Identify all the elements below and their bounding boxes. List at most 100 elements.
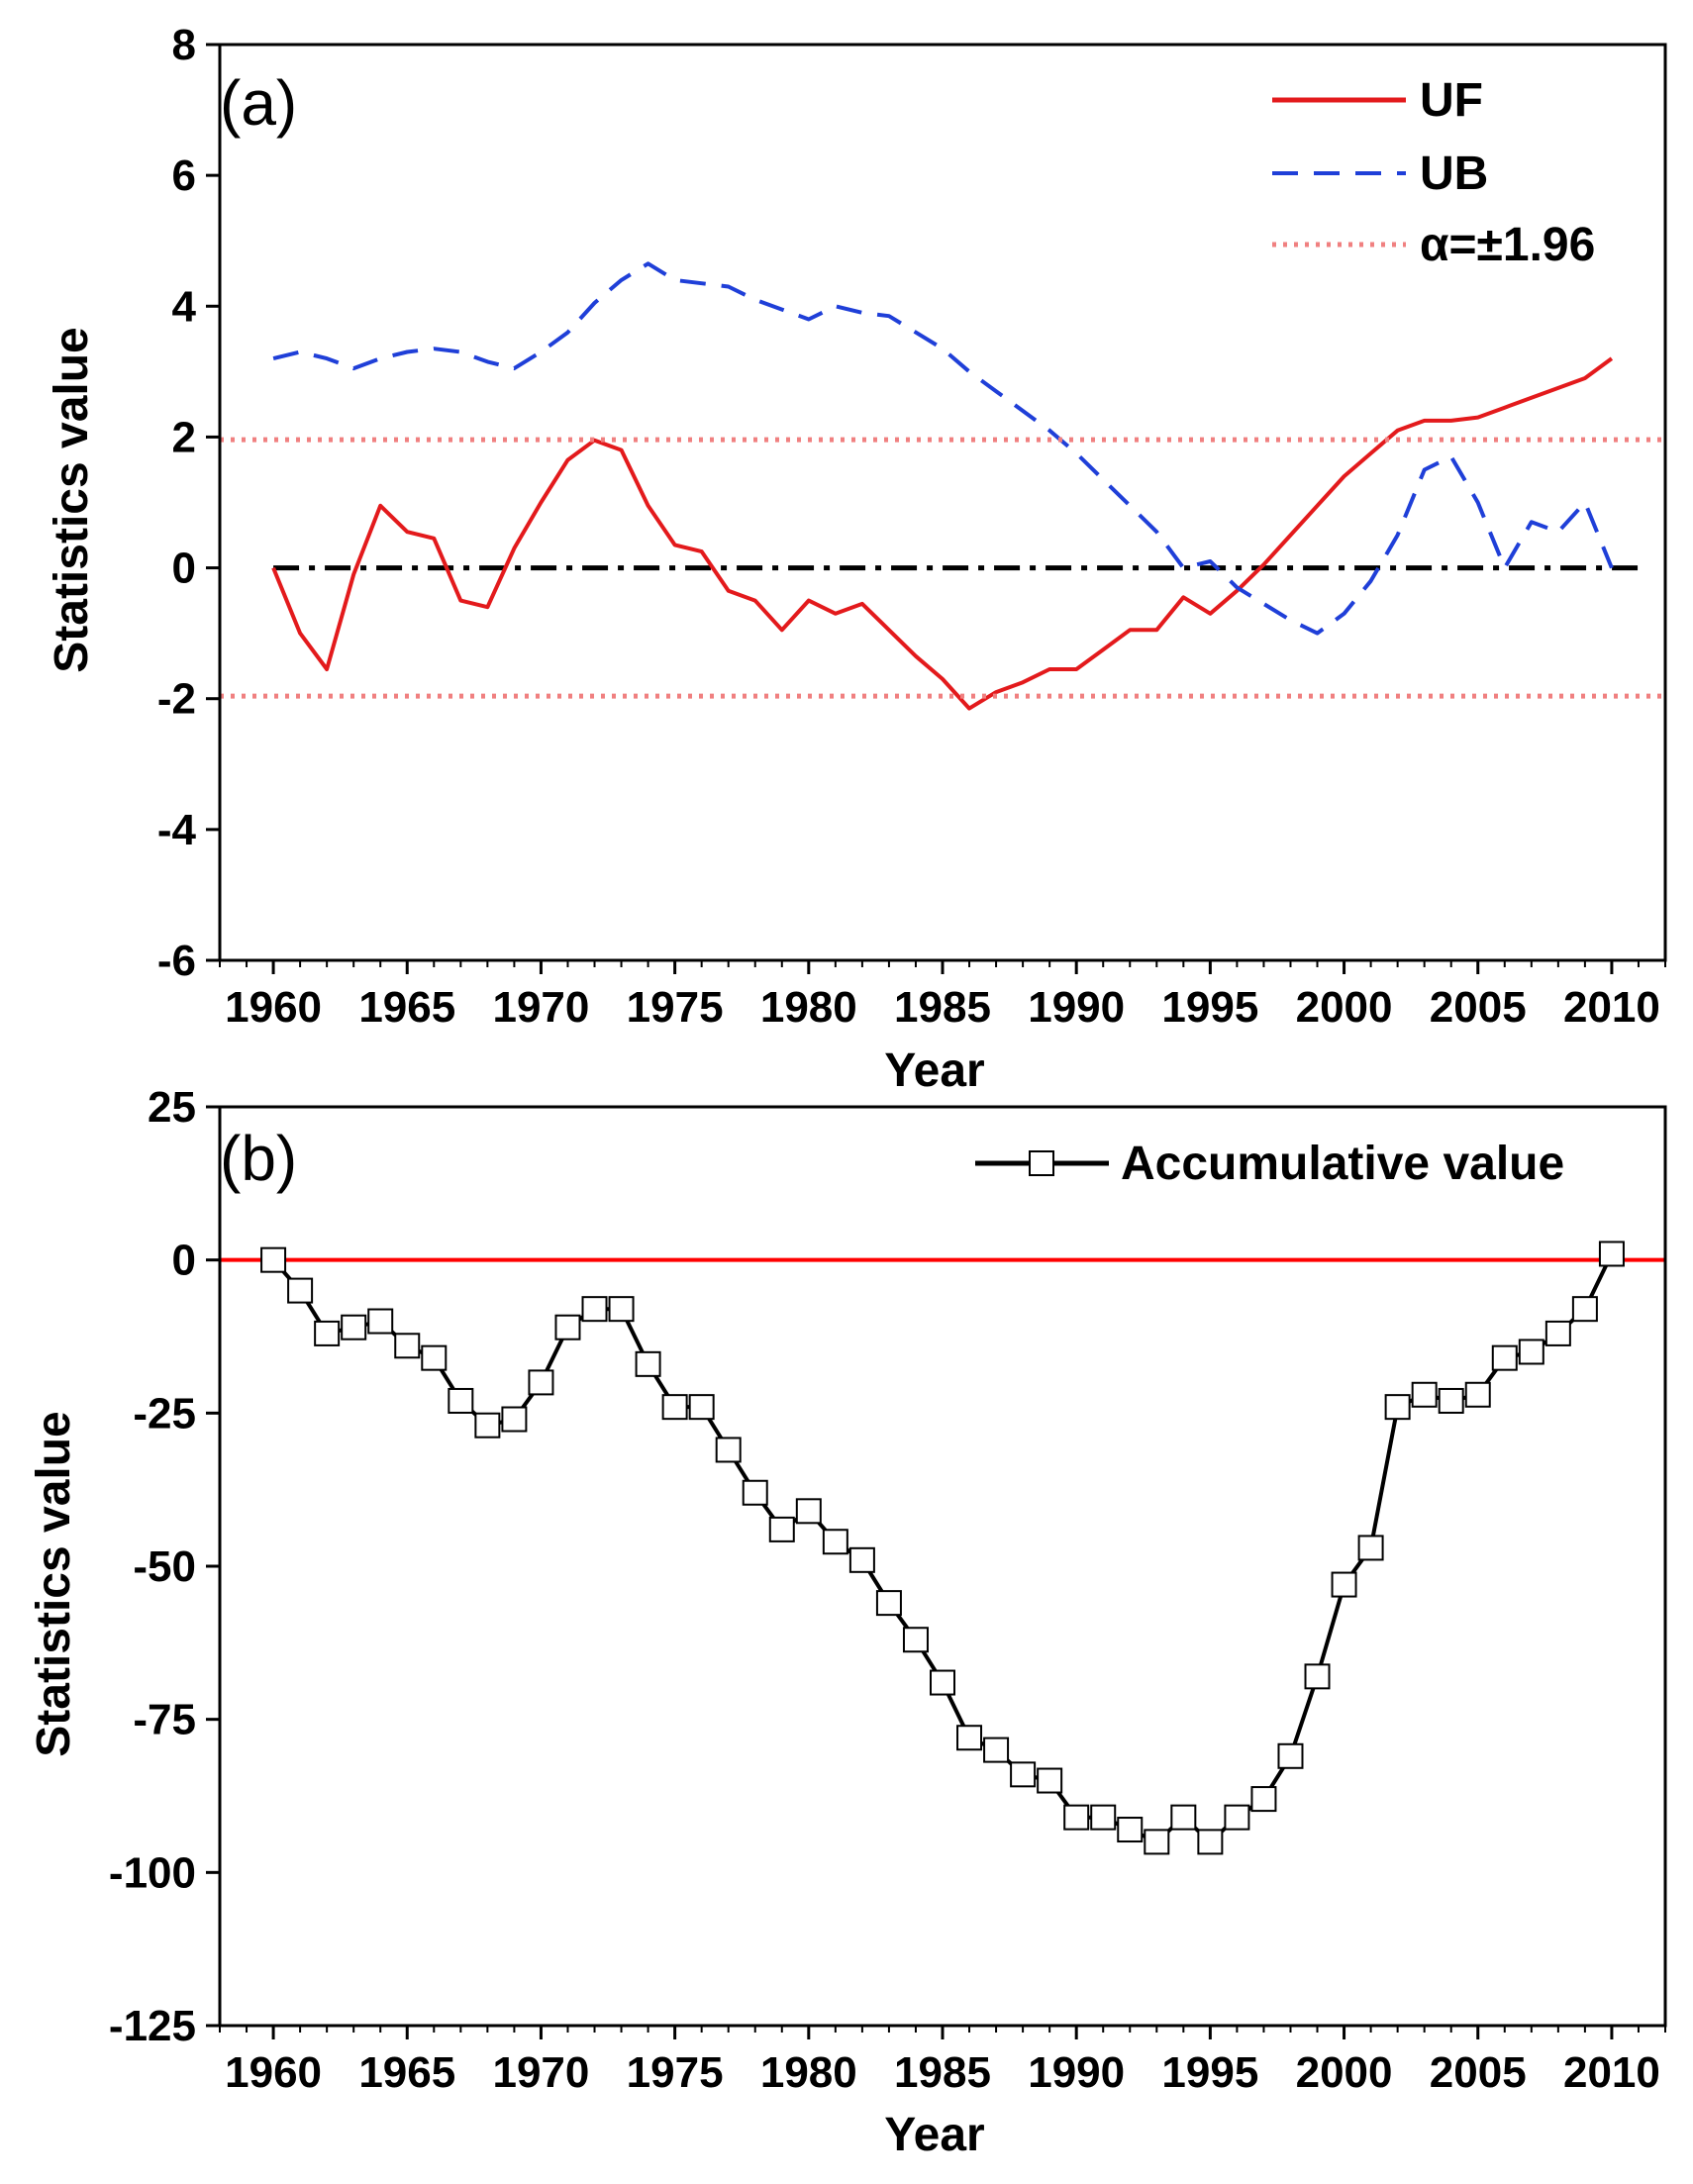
panel-a: -6 -4 -2 0 2 4 6 8 1960 1965 1970 1975 1980 1985 1990… [46, 21, 1667, 1097]
accumulative-point-marker [1010, 1761, 1037, 1788]
legend-uf-label: UF [1420, 74, 1483, 127]
panel-b-y-tick-label: -25 [133, 1389, 196, 1438]
accumulative-point-marker [367, 1308, 394, 1335]
accumulative-point-marker [688, 1394, 715, 1421]
accumulative-point-marker [795, 1498, 822, 1525]
accumulative-point-marker [1438, 1387, 1464, 1414]
panel-b-ticks [206, 1105, 1666, 2039]
legend-alpha-label: α=±1.96 [1420, 219, 1595, 271]
panel-a-legend: UF UB α=±1.96 [1272, 74, 1595, 271]
panel-b-x-tick-labels: 1960 1965 1970 1975 1980 1985 1990 1995 2000 2005… [225, 2048, 1660, 2097]
accumulative-point-marker [902, 1627, 929, 1653]
accumulative-point-marker [287, 1277, 314, 1304]
accumulative-point-marker [260, 1246, 287, 1273]
panel-b-x-tick-label: 1960 [225, 2048, 322, 2097]
panel-b-x-tick-label: 1995 [1161, 2048, 1258, 2097]
panel-a-y-tick-label: -2 [157, 675, 196, 724]
panel-b-x-tick-label: 1985 [894, 2048, 991, 2097]
accumulative-point-marker [930, 1669, 955, 1696]
panel-b-y-tick-label: -125 [109, 2002, 196, 2050]
panel-b-x-tick-label: 1970 [492, 2048, 589, 2097]
accumulative-point-marker [875, 1590, 902, 1617]
accumulative-point-marker [1224, 1804, 1250, 1831]
accumulative-point-marker [554, 1314, 581, 1340]
accumulative-point-marker [474, 1412, 501, 1439]
accumulative-point-marker [1144, 1829, 1170, 1855]
panel-a-y-tick-label: 6 [172, 151, 196, 200]
accumulative-point-marker [1464, 1381, 1491, 1408]
series-uf-line [271, 356, 1614, 711]
accumulative-point-marker [1117, 1817, 1144, 1843]
panel-a-x-tick-label: 2000 [1296, 983, 1393, 1032]
accumulative-point-marker [742, 1479, 768, 1506]
accumulative-point-marker [1571, 1296, 1598, 1323]
panel-a-x-tick-label: 1975 [627, 983, 724, 1032]
accumulative-point-marker [1170, 1804, 1197, 1831]
panel-a-plot-frame [218, 43, 1667, 962]
legend-accumulative-label: Accumulative value [1121, 1138, 1564, 1190]
accumulative-point-marker [1544, 1320, 1571, 1346]
accumulative-point-marker [635, 1350, 661, 1377]
accumulative-point-marker [1090, 1804, 1117, 1831]
accumulative-point-marker [1598, 1241, 1625, 1267]
accumulative-point-marker [1331, 1571, 1357, 1598]
series-ub-line [272, 261, 1614, 636]
accumulative-point-marker [822, 1529, 848, 1555]
accumulative-point-marker [768, 1516, 795, 1542]
panel-a-x-tick-labels: 1960 1965 1970 1975 1980 1985 1990 1995 2000 2005… [225, 983, 1660, 1032]
panel-a-y-tick-labels: -6 -4 -2 0 2 4 6 8 [157, 21, 197, 985]
panel-b-y-tick-label: 25 [148, 1083, 196, 1132]
accumulative-point-marker [341, 1314, 367, 1340]
accumulative-point-marker [1384, 1394, 1411, 1421]
panel-a-y-tick-label: -4 [157, 806, 197, 854]
accumulative-point-marker [501, 1406, 528, 1433]
panel-b-x-tick-label: 1990 [1028, 2048, 1125, 2097]
accumulative-point-marker [956, 1725, 983, 1751]
panel-b-x-axis-title: Year [884, 2109, 984, 2161]
accumulative-point-marker [1491, 1344, 1518, 1371]
accumulative-point-marker [1250, 1786, 1277, 1813]
panel-a-y-tick-label: 0 [172, 545, 196, 593]
panel-b-label: (b) [220, 1123, 297, 1194]
panel-a-x-tick-label: 1985 [894, 983, 991, 1032]
panel-a-x-tick-label: 1980 [760, 983, 857, 1032]
panel-b-y-tick-label: -100 [109, 1848, 196, 1897]
accumulative-point-marker [1277, 1742, 1304, 1769]
panel-b: -125 -100 -75 -50 -25 0 25 1960 1965 1970 1975 198… [28, 1083, 1667, 2161]
panel-b-x-tick-label: 1965 [358, 2048, 455, 2097]
panel-b-series [220, 1241, 1665, 1855]
accumulative-point-marker [608, 1296, 635, 1323]
panel-a-x-axis-title: Year [884, 1044, 984, 1097]
panel-a-x-tick-label: 1970 [492, 983, 589, 1032]
panel-a-y-tick-label: 4 [172, 282, 197, 331]
accumulative-point-marker [1411, 1381, 1438, 1408]
panel-a-x-tick-label: 1960 [225, 983, 322, 1032]
panel-b-y-tick-labels: -125 -100 -75 -50 -25 0 25 [109, 1083, 196, 2050]
accumulative-point-marker [1357, 1535, 1384, 1561]
series-accumulative-value-line [271, 1252, 1614, 1844]
accumulative-point-marker [314, 1320, 341, 1346]
accumulative-point-marker [394, 1333, 421, 1359]
accumulative-point-marker [1037, 1767, 1063, 1794]
panel-a-x-tick-label: 1995 [1161, 983, 1258, 1032]
legend-ub-label: UB [1420, 148, 1488, 200]
panel-a-series [220, 261, 1665, 711]
accumulative-point-marker [448, 1387, 474, 1414]
accumulative-point-marker [848, 1546, 875, 1573]
panel-a-y-tick-label: 2 [172, 413, 196, 461]
panel-a-y-axis-title: Statistics value [46, 327, 98, 673]
accumulative-point-marker [1304, 1663, 1331, 1690]
panel-a-x-tick-label: 1965 [358, 983, 455, 1032]
panel-a-x-tick-label: 1990 [1028, 983, 1125, 1032]
panel-b-x-tick-label: 1975 [627, 2048, 724, 2097]
legend-accumulative-square-marker-icon [1029, 1150, 1054, 1176]
accumulative-point-marker [581, 1296, 608, 1323]
accumulative-point-marker [528, 1369, 554, 1396]
panel-b-y-axis-title: Statistics value [28, 1411, 80, 1757]
panel-b-x-tick-label: 2005 [1430, 2048, 1527, 2097]
panel-a-x-tick-label: 2010 [1563, 983, 1660, 1032]
panel-b-y-tick-label: 0 [172, 1237, 196, 1285]
accumulative-point-marker [983, 1737, 1010, 1763]
